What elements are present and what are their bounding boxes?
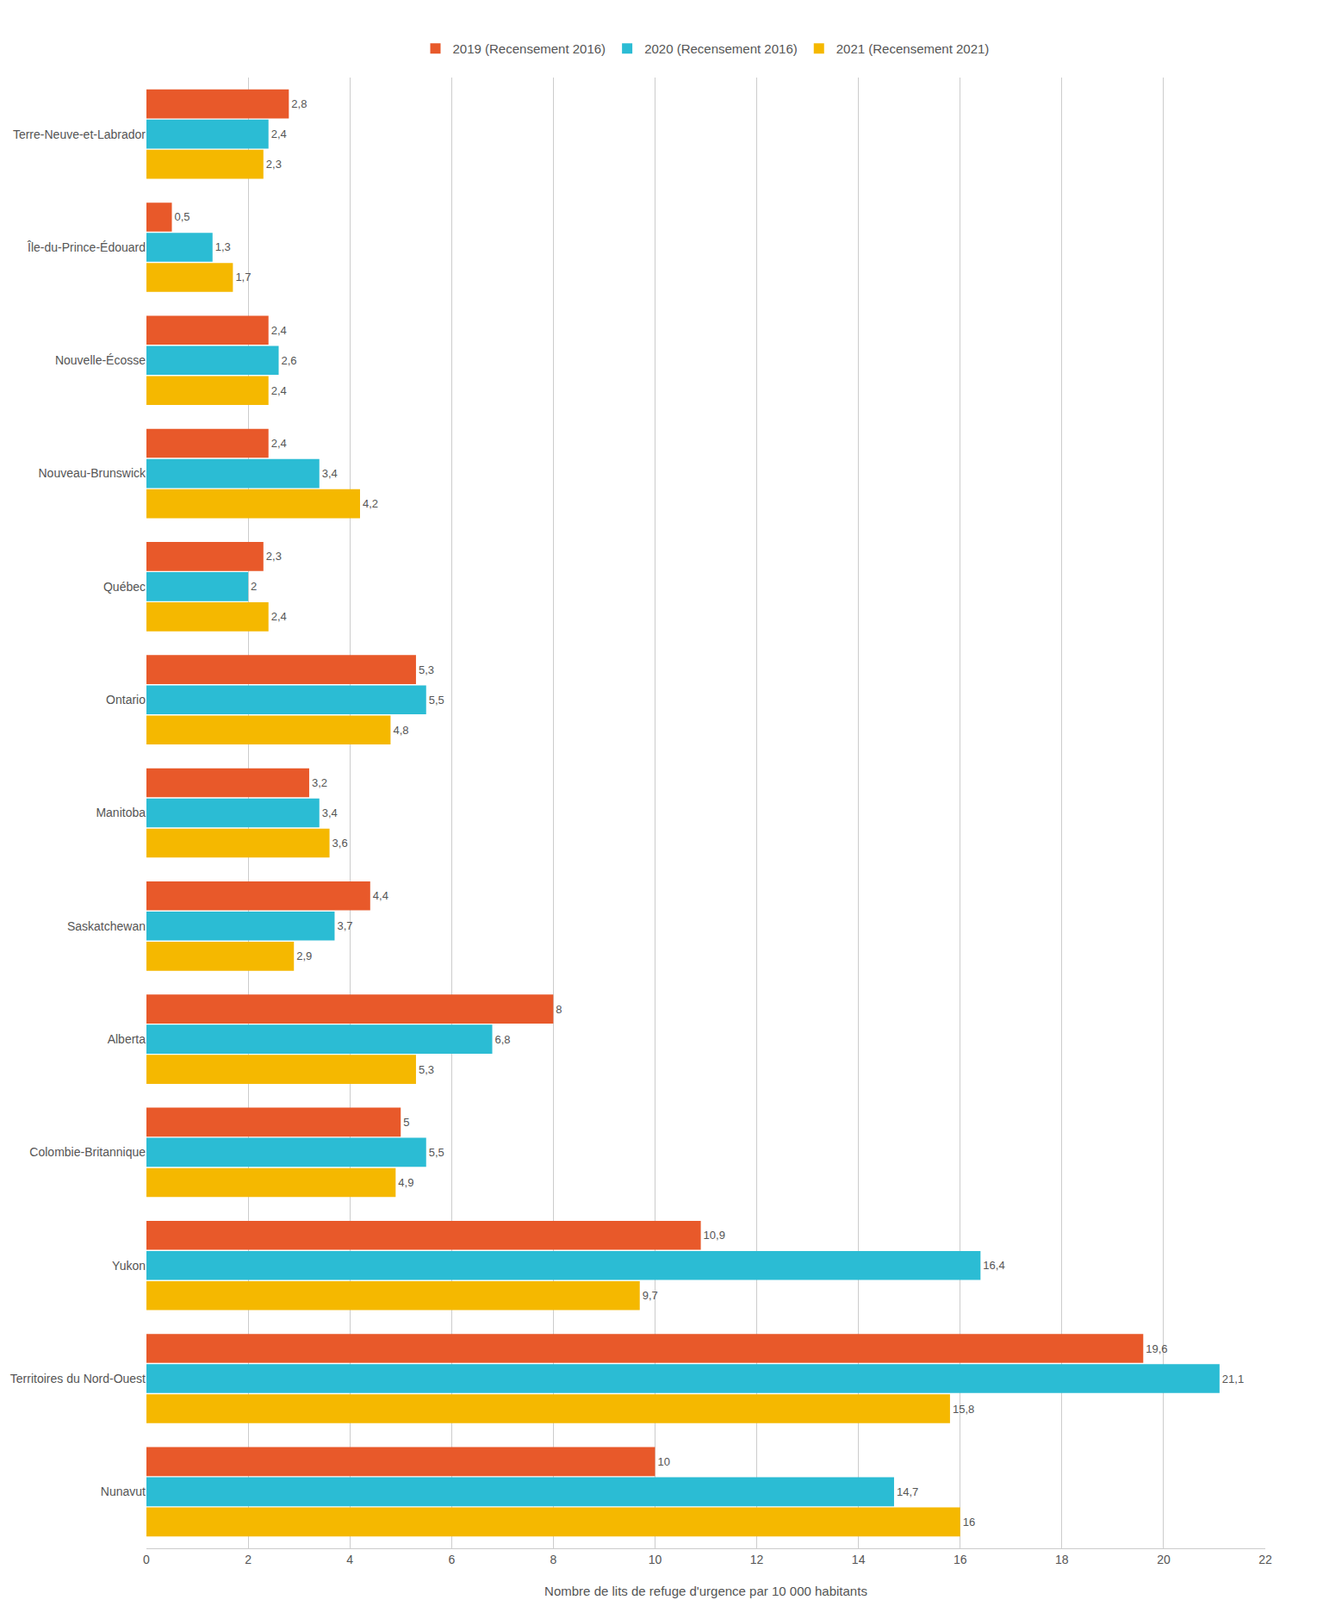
svg-text:Yukon: Yukon <box>111 1258 146 1273</box>
svg-text:16: 16 <box>962 1515 976 1529</box>
svg-text:12: 12 <box>750 1552 765 1566</box>
svg-text:3,4: 3,4 <box>322 466 338 480</box>
svg-text:2020 (Recensement 2016): 2020 (Recensement 2016) <box>644 41 798 56</box>
svg-text:5,5: 5,5 <box>428 693 445 707</box>
svg-text:2,4: 2,4 <box>271 609 287 623</box>
svg-text:3,4: 3,4 <box>322 806 338 820</box>
svg-text:16: 16 <box>953 1552 968 1566</box>
svg-text:Ontario: Ontario <box>105 692 146 707</box>
svg-text:14,7: 14,7 <box>896 1484 919 1498</box>
svg-text:5: 5 <box>403 1115 410 1129</box>
svg-text:22: 22 <box>1258 1552 1273 1566</box>
svg-text:2,9: 2,9 <box>296 949 312 963</box>
svg-text:3,7: 3,7 <box>336 919 353 932</box>
svg-text:2,3: 2,3 <box>266 549 282 563</box>
svg-text:2: 2 <box>250 579 257 593</box>
svg-text:9,7: 9,7 <box>642 1288 659 1302</box>
svg-text:14: 14 <box>851 1552 866 1566</box>
svg-text:4,2: 4,2 <box>362 496 379 510</box>
svg-text:2,3: 2,3 <box>266 157 282 171</box>
svg-text:5,5: 5,5 <box>428 1145 445 1159</box>
svg-text:Nouveau-Brunswick: Nouveau-Brunswick <box>38 465 147 480</box>
svg-text:2,8: 2,8 <box>291 97 307 111</box>
svg-text:2,4: 2,4 <box>271 436 287 450</box>
svg-text:2019 (Recensement 2016): 2019 (Recensement 2016) <box>453 41 607 56</box>
svg-text:21,1: 21,1 <box>1222 1372 1244 1386</box>
svg-text:4,9: 4,9 <box>397 1175 414 1189</box>
svg-text:4,8: 4,8 <box>392 723 409 737</box>
svg-text:Alberta: Alberta <box>107 1031 147 1046</box>
svg-text:3,6: 3,6 <box>332 836 348 850</box>
svg-text:20: 20 <box>1156 1552 1171 1566</box>
svg-text:0: 0 <box>142 1552 150 1566</box>
svg-text:Manitoba: Manitoba <box>95 805 146 820</box>
svg-text:2,6: 2,6 <box>281 354 298 367</box>
svg-text:3,2: 3,2 <box>311 776 328 789</box>
svg-text:Île-du-Prince-Édouard: Île-du-Prince-Édouard <box>26 240 146 255</box>
svg-text:Territoires du Nord-Ouest: Territoires du Nord-Ouest <box>10 1371 146 1386</box>
svg-text:0,5: 0,5 <box>174 210 191 224</box>
svg-text:18: 18 <box>1055 1552 1069 1566</box>
svg-text:2,4: 2,4 <box>271 384 287 398</box>
svg-text:Nouvelle-Écosse: Nouvelle-Écosse <box>55 353 146 367</box>
svg-text:5,3: 5,3 <box>418 663 435 677</box>
svg-text:8: 8 <box>555 1002 562 1016</box>
svg-text:Québec: Québec <box>103 579 146 594</box>
svg-text:1,7: 1,7 <box>235 270 251 284</box>
svg-text:10: 10 <box>657 1454 670 1468</box>
svg-text:6: 6 <box>447 1552 455 1566</box>
svg-text:19,6: 19,6 <box>1145 1341 1168 1355</box>
svg-text:10,9: 10,9 <box>703 1228 726 1242</box>
svg-text:2: 2 <box>244 1552 252 1566</box>
svg-text:10: 10 <box>648 1552 663 1566</box>
svg-text:Colombie-Britannique: Colombie-Britannique <box>29 1144 146 1159</box>
svg-text:Nunavut: Nunavut <box>100 1484 146 1498</box>
svg-text:1,3: 1,3 <box>215 240 231 254</box>
svg-text:4,4: 4,4 <box>372 888 389 902</box>
svg-text:4: 4 <box>346 1552 354 1566</box>
svg-text:2,4: 2,4 <box>271 127 287 141</box>
svg-text:8: 8 <box>549 1552 557 1566</box>
svg-text:2021 (Recensement 2021): 2021 (Recensement 2021) <box>836 41 990 56</box>
svg-text:Nombre de lits de refuge d'urg: Nombre de lits de refuge d'urgence par 1… <box>544 1583 868 1598</box>
svg-text:16,4: 16,4 <box>982 1258 1005 1272</box>
svg-text:Saskatchewan: Saskatchewan <box>67 919 146 933</box>
svg-text:Terre-Neuve-et-Labrador: Terre-Neuve-et-Labrador <box>12 127 146 142</box>
svg-text:2,4: 2,4 <box>271 323 287 337</box>
svg-text:6,8: 6,8 <box>495 1032 511 1046</box>
svg-text:15,8: 15,8 <box>952 1402 975 1416</box>
svg-text:5,3: 5,3 <box>418 1062 435 1076</box>
